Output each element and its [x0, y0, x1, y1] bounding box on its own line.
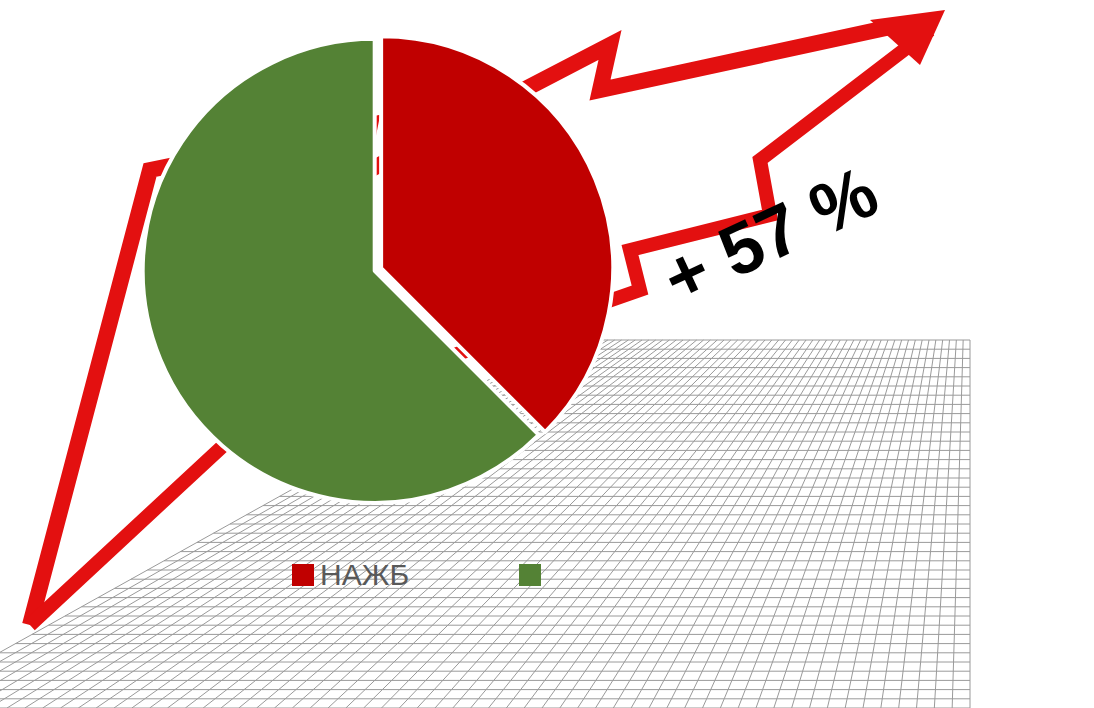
svg-text:+ 57 %: + 57 %	[651, 151, 890, 319]
html-text:НАЖБ: НАЖБ	[320, 558, 410, 591]
